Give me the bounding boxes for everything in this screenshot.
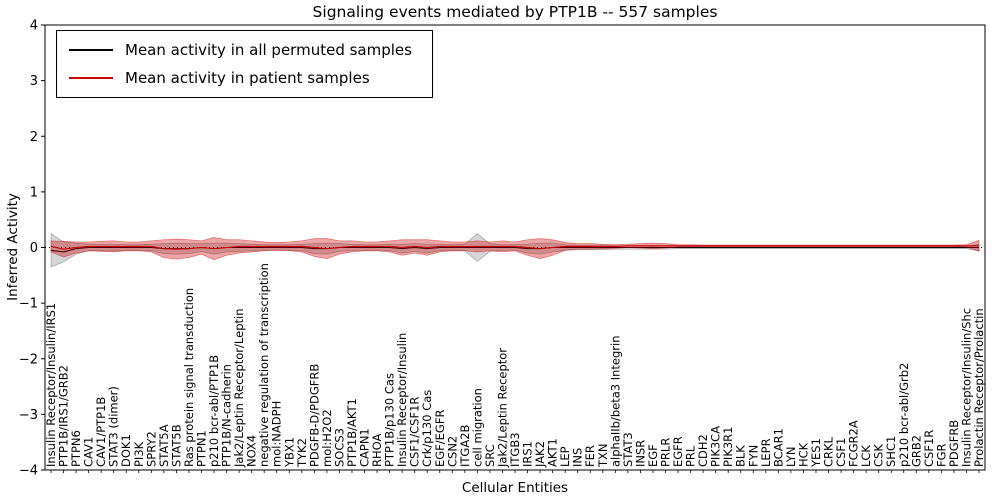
- x-tick-label: CAV1: [82, 437, 96, 467]
- y-tick-label: −4: [19, 464, 38, 479]
- x-tick-label: HCK: [796, 442, 810, 467]
- legend-label-permuted: Mean activity in all permuted samples: [125, 41, 412, 59]
- x-tick-label: STAT5B: [169, 424, 183, 467]
- x-tick-label: Insulin Receptor/Insulin: [395, 333, 409, 467]
- x-tick-label: INSR: [633, 440, 647, 467]
- x-tick-label: PIK3CA: [709, 426, 723, 467]
- x-axis-label: Cellular Entities: [461, 480, 569, 496]
- x-tick-label: FGR: [934, 443, 948, 467]
- x-tick-label: Jak2/Leptin Receptor: [495, 348, 509, 468]
- x-tick-label: YES1: [809, 438, 823, 468]
- y-tick-label: 0: [30, 241, 38, 256]
- x-tick-label: GRB2: [909, 435, 923, 467]
- x-tick-label: RHOA: [370, 434, 384, 467]
- x-tick-label: STAT3 (dimer): [107, 386, 121, 467]
- x-tick-label: FER: [583, 445, 597, 467]
- legend-item-patient: Mean activity in patient samples: [69, 69, 412, 87]
- x-tick-label: Prolactin Receptor/Prolactin: [972, 308, 986, 467]
- patient-std-band: [50, 237, 980, 261]
- x-tick-label: PIK3R1: [721, 427, 735, 468]
- x-tick-label: LCK: [859, 445, 873, 467]
- y-tick-label: 1: [30, 185, 38, 200]
- x-tick-label: FYN: [746, 445, 760, 467]
- x-tick-label: AKT1: [546, 438, 560, 467]
- x-tick-label: STAT5A: [157, 424, 171, 467]
- x-tick-label: Crk/p130 Cas: [420, 390, 434, 467]
- y-tick-label: 2: [30, 130, 38, 145]
- x-tick-label: LYN: [784, 446, 798, 467]
- x-tick-label: CDH2: [696, 434, 710, 467]
- x-tick-label: SPRY2: [144, 431, 158, 467]
- x-tick-label: mol:NADPH: [270, 401, 284, 467]
- x-tick-label: JAK2: [533, 441, 547, 468]
- legend-line-patient-swatch: [69, 77, 113, 79]
- x-tick-label: BCAR1: [771, 428, 785, 467]
- x-tick-label: EGF: [646, 444, 660, 467]
- x-tick-label: PTPN1: [194, 430, 208, 467]
- x-tick-label: PTP1B/p130 Cas: [383, 373, 397, 467]
- legend-item-permuted: Mean activity in all permuted samples: [69, 41, 412, 59]
- legend-line-permuted-swatch: [69, 49, 113, 51]
- x-tick-label: EGFR: [671, 436, 685, 467]
- x-tick-label: YBX1: [282, 437, 296, 468]
- x-tick-label: Ras protein signal transduction: [182, 288, 196, 467]
- y-axis-label: Inferred Activity: [5, 193, 21, 301]
- x-tick-label: DOK1: [119, 434, 133, 467]
- x-tick-label: mol:H2O2: [320, 409, 334, 467]
- chart-title: Signaling events mediated by PTP1B -- 55…: [312, 3, 718, 21]
- x-tick-label: ITGB3: [508, 432, 522, 467]
- x-tick-label: TYK2: [295, 438, 309, 468]
- x-tick-label: PTP1B/AKT1: [345, 398, 359, 467]
- x-tick-label: PTP1B/IRS1/GRB2: [57, 365, 71, 467]
- x-tick-label: TXN: [596, 443, 610, 468]
- x-tick-label: PRL: [684, 445, 698, 467]
- x-tick-label: CSF1/CSF1R: [408, 397, 422, 467]
- x-tick-label: INS: [571, 448, 585, 467]
- x-tick-label: alphaIIb/beta3 Integrin: [608, 335, 622, 467]
- y-tick-label: 4: [30, 19, 38, 34]
- x-tick-label: FCGR2A: [847, 420, 861, 467]
- x-tick-label: CAV1/PTP1B: [94, 397, 108, 467]
- x-tick-label: SRC: [483, 444, 497, 467]
- x-tick-label: cell migration: [470, 388, 484, 467]
- x-tick-label: PTP1B/N-cadherin: [220, 364, 234, 467]
- x-tick-label: NOX4: [245, 435, 259, 467]
- x-tick-label: CSN2: [445, 436, 459, 467]
- x-tick-label: BLK: [734, 445, 748, 467]
- x-tick-label: CRKL: [822, 436, 836, 467]
- legend-label-patient: Mean activity in patient samples: [125, 69, 370, 87]
- x-tick-label: LEPR: [759, 438, 773, 467]
- x-tick-label: PTPN6: [69, 430, 83, 467]
- x-tick-label: Insulin Receptor/Insulin/IRS1: [44, 303, 58, 467]
- x-tick-label: PDGFB-D/PDGFRB: [307, 364, 321, 467]
- x-tick-label: negative regulation of transcription: [257, 263, 271, 467]
- x-tick-label: p210 bcr-abl/PTP1B: [207, 355, 221, 467]
- x-tick-label: CSF1: [834, 438, 848, 467]
- x-tick-label: SHC1: [884, 436, 898, 467]
- x-tick-label: LEP: [558, 446, 572, 467]
- x-tick-label: Jak2/Leptin Receptor/Leptin: [232, 309, 246, 468]
- x-tick-label: IRS1: [521, 441, 535, 467]
- legend: Mean activity in all permuted samples Me…: [56, 30, 433, 98]
- y-tick-label: −3: [19, 408, 38, 423]
- x-tick-label: Insulin Receptor/Insulin/Shc: [959, 308, 973, 467]
- x-tick-label: ITGA2B: [458, 424, 472, 467]
- y-tick-label: −2: [19, 352, 38, 367]
- x-tick-label: CSF1R: [922, 430, 936, 467]
- x-tick-label: SOCS3: [332, 428, 346, 467]
- x-tick-label: PDGFRB: [947, 420, 961, 467]
- x-tick-label: PI3K: [132, 441, 146, 467]
- x-tick-label: STAT3: [621, 432, 635, 467]
- patient-mean-line: [50, 245, 979, 250]
- x-tick-label: EGF/EGFR: [433, 410, 447, 467]
- x-tick-label: CSK: [872, 444, 886, 467]
- x-tick-label: CAPN1: [358, 428, 372, 467]
- y-tick-label: −1: [19, 297, 38, 312]
- x-tick-label: PRLR: [658, 438, 672, 467]
- y-tick-label: 3: [30, 74, 38, 89]
- x-tick-label: p210 bcr-abl/Grb2: [897, 363, 911, 467]
